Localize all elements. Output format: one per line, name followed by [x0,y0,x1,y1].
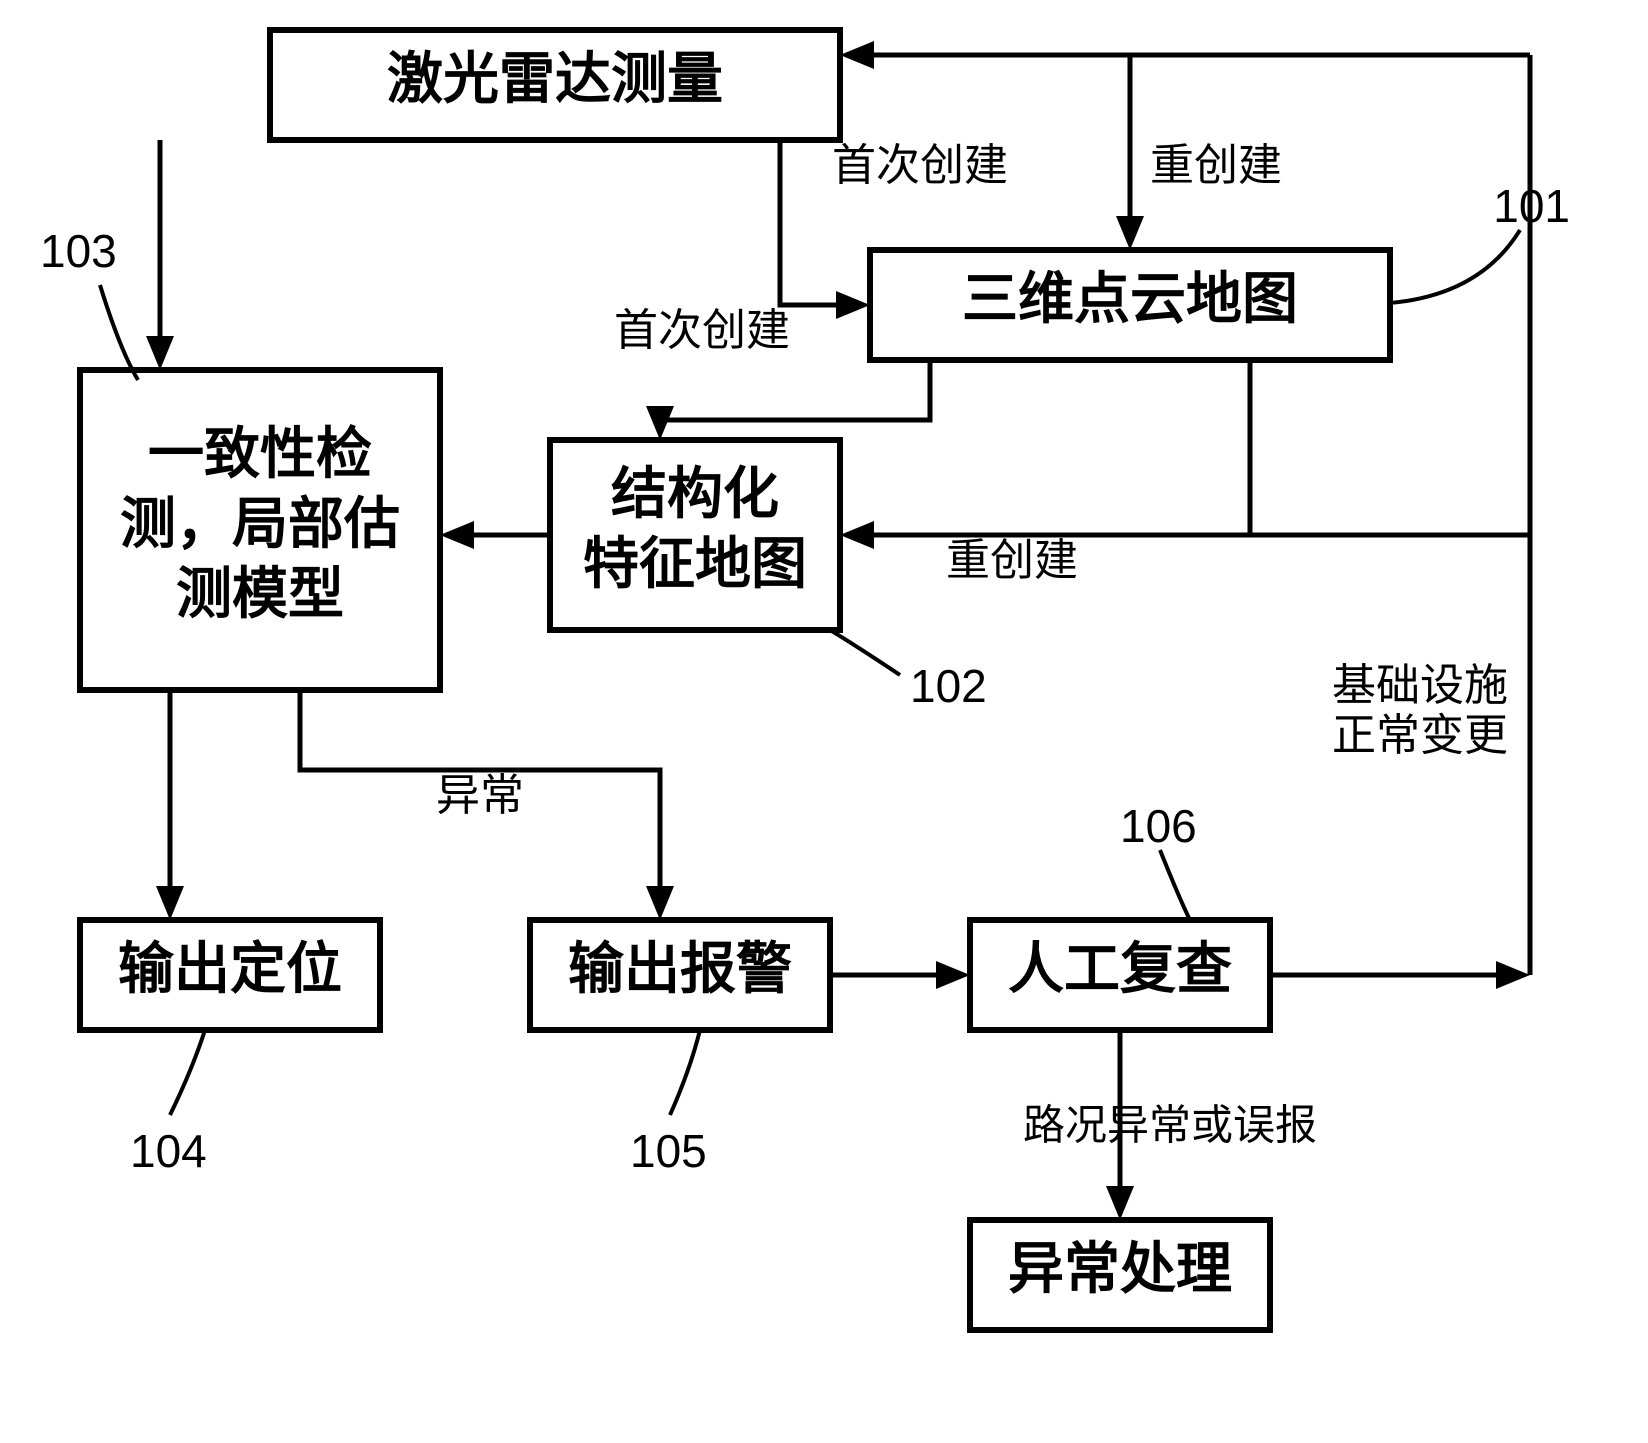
edge-label: 路况异常或误报 [1023,1104,1317,1150]
ref-number: 102 [910,660,987,712]
edge-label: 异常 [436,771,524,820]
node-outalm: 输出报警 [530,920,830,1030]
ref-number: 106 [1120,800,1197,852]
edge-label: 基础设施 [1332,661,1508,710]
ref-103: 103 [40,225,138,380]
ref-number: 104 [130,1125,207,1177]
edge-review-to-excep: 路况异常或误报 [1023,1030,1317,1220]
ref-106: 106 [1120,800,1197,920]
ref-number: 103 [40,225,117,277]
node-label: 测模型 [176,564,344,626]
edge-review-to-bus-right: 基础设施正常变更 [1270,661,1530,989]
ref-105: 105 [630,1030,707,1177]
ref-104: 104 [130,1030,207,1177]
edge-consis-to-outalm: 异常 [300,690,674,920]
node-label: 特征地图 [583,534,807,596]
node-lidar: 激光雷达测量 [270,30,840,140]
node-label: 结构化 [611,464,779,526]
ref-number: 105 [630,1125,707,1177]
node-excep: 异常处理 [970,1220,1270,1330]
node-label: 人工复查 [1008,939,1232,1001]
edge-consis-to-outpos [156,690,184,920]
ref-102: 102 [830,630,987,712]
edge-label: 重创建 [946,536,1078,585]
node-review: 人工复查 [970,920,1270,1030]
node-consis: 一致性检测，局部估测模型 [80,370,440,690]
node-outpos: 输出定位 [80,920,380,1030]
edge-bus-to-feat-recreate: 重创建 [840,521,1250,585]
edge-feat-to-consis [440,521,550,549]
edge-lidar-to-consis [146,140,174,370]
node-label: 异常处理 [1008,1239,1232,1301]
node-label: 测，局部估 [120,494,400,556]
edge-label: 正常变更 [1332,711,1508,760]
node-pcmap: 三维点云地图 [870,250,1390,360]
edge-recreate-to-pcmap: 重创建 [1116,55,1282,250]
node-label: 一致性检 [148,424,372,486]
edge-label: 首次创建 [832,141,1008,190]
node-label: 激光雷达测量 [387,49,723,111]
edge-label: 首次创建 [614,306,790,355]
ref-number: 101 [1493,180,1570,232]
edge-label: 重创建 [1150,141,1282,190]
edge-outalm-to-review [830,961,970,989]
node-label: 三维点云地图 [962,269,1298,331]
ref-101: 101 [1390,180,1570,303]
node-label: 输出报警 [568,939,792,1001]
edge-bus-top-to-lidar [840,41,1530,69]
node-label: 输出定位 [118,939,342,1001]
node-feat: 结构化特征地图 [550,440,840,630]
